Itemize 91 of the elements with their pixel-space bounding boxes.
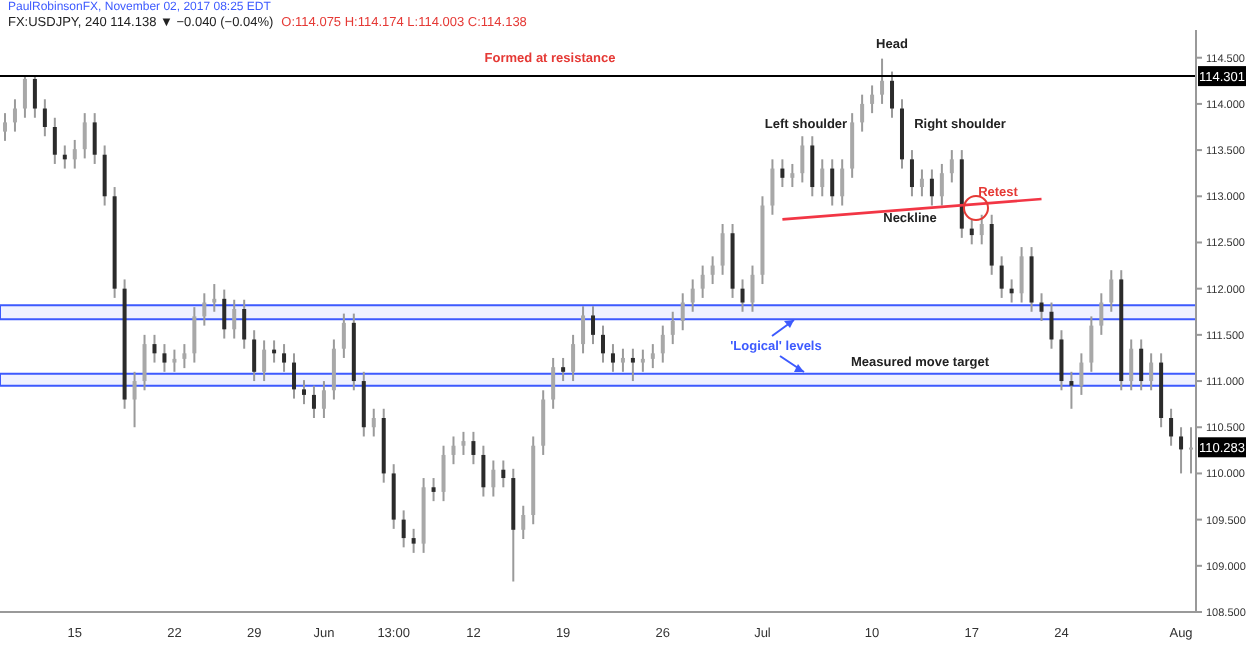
candlestick <box>1079 352 1084 396</box>
candlestick <box>142 333 147 392</box>
candlestick <box>22 75 27 119</box>
candlestick <box>451 435 456 466</box>
candlestick <box>1149 352 1154 392</box>
candlestick <box>810 135 815 198</box>
candlestick <box>770 158 775 216</box>
candlestick <box>521 504 526 541</box>
candlestick <box>700 264 705 299</box>
candlestick <box>840 158 845 207</box>
candlestick <box>949 149 954 184</box>
candlestick <box>152 333 157 364</box>
candlestick <box>361 370 366 438</box>
candlestick <box>301 379 306 406</box>
candlestick <box>82 112 87 160</box>
candlestick <box>252 329 257 383</box>
candlestick <box>1169 407 1174 447</box>
candlestick <box>341 312 346 359</box>
candlestick <box>12 98 17 133</box>
candlestick <box>292 352 297 400</box>
candlestick <box>790 162 795 189</box>
candlestick <box>471 430 476 466</box>
candlestick <box>162 343 167 373</box>
candlestick <box>311 384 316 419</box>
candlestick <box>401 509 406 549</box>
candlestick <box>42 98 47 138</box>
candlestick <box>1069 370 1074 410</box>
candlestick <box>1129 338 1134 392</box>
candlestick <box>939 162 944 207</box>
candlestick <box>481 444 486 498</box>
candlestick <box>192 306 197 364</box>
candlestick <box>630 347 635 383</box>
candlestick <box>391 463 396 530</box>
candlestick <box>431 477 436 503</box>
candlestick <box>282 343 287 373</box>
candlestick <box>929 168 934 207</box>
candlestick <box>561 356 566 383</box>
candlestick <box>600 324 605 364</box>
candlestick <box>571 333 576 383</box>
candlestick <box>541 389 546 456</box>
candlestick <box>740 278 745 313</box>
candlestick <box>461 430 466 456</box>
candlestick <box>880 57 885 105</box>
candlestick <box>909 149 914 198</box>
candlestick <box>182 343 187 370</box>
candlestick <box>830 158 835 207</box>
candlestick <box>620 347 625 373</box>
candlestick <box>1029 246 1034 313</box>
candlestick <box>890 70 895 119</box>
candlestick <box>989 213 994 276</box>
candlestick <box>1019 246 1024 304</box>
candlestick <box>1139 338 1144 392</box>
candlestick <box>1179 426 1184 475</box>
candlestick <box>650 343 655 370</box>
candlestick <box>92 112 97 165</box>
candlestick <box>441 444 446 503</box>
candlestick <box>860 93 865 133</box>
candlestick <box>321 380 326 419</box>
candlestick <box>979 213 984 246</box>
candlestick <box>850 112 855 179</box>
candlestick <box>710 255 715 286</box>
candlestick <box>551 356 556 410</box>
candlestick <box>870 84 875 115</box>
candlestick <box>491 459 496 498</box>
candlestick <box>610 343 615 373</box>
candlestick <box>72 138 77 170</box>
candlestick <box>720 223 725 276</box>
candlestick <box>750 264 755 313</box>
candlestick <box>2 112 7 142</box>
candlestick <box>262 339 267 383</box>
candlestick <box>411 527 416 554</box>
candlestick <box>1109 269 1114 313</box>
candlestick <box>640 348 645 373</box>
candlestick <box>1059 329 1064 392</box>
candlestick <box>919 168 924 198</box>
candlestick <box>102 144 107 207</box>
candlestick <box>52 116 57 165</box>
candlestick <box>32 75 37 119</box>
candlestick <box>999 255 1004 299</box>
candlestick <box>371 407 376 438</box>
candlestick <box>1089 315 1094 373</box>
candlestick <box>660 324 665 364</box>
candlestick <box>172 348 177 373</box>
candlestick <box>690 278 695 313</box>
candlestick <box>780 158 785 189</box>
candlestick <box>132 370 137 429</box>
candlestick <box>820 158 825 198</box>
candlestick <box>969 218 974 246</box>
candlestick <box>501 459 506 489</box>
candlestick <box>800 135 805 184</box>
candlestick <box>331 338 336 401</box>
